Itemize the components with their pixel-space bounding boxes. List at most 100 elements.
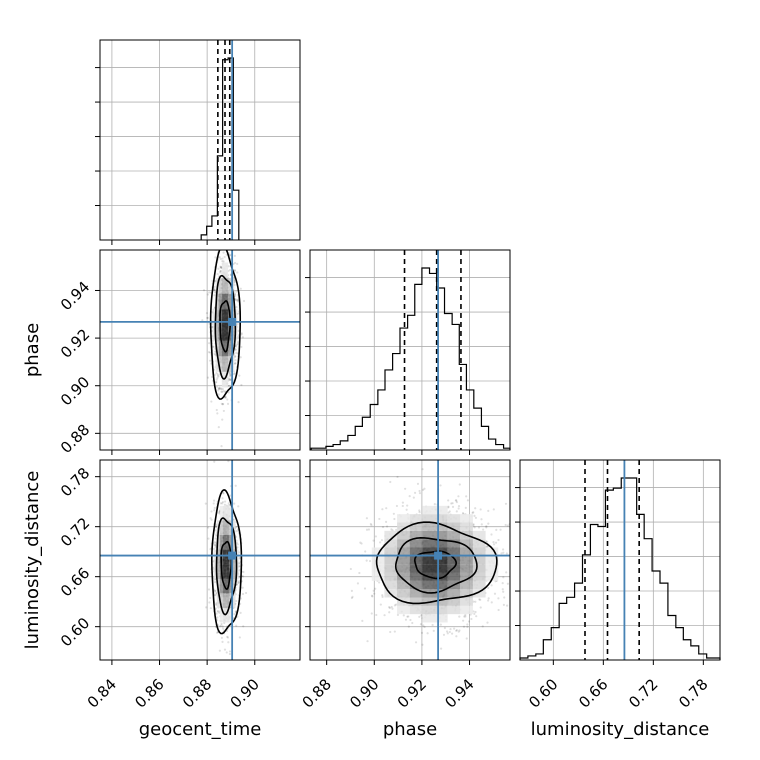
scatter-point — [237, 329, 240, 332]
density-bin — [460, 597, 473, 606]
scatter-point — [235, 306, 238, 309]
scatter-point — [421, 468, 424, 471]
scatter-point — [364, 550, 367, 553]
scatter-point — [219, 265, 222, 268]
scatter-point — [228, 372, 231, 375]
density-bin — [371, 572, 385, 581]
scatter-point — [233, 254, 236, 257]
scatter-point — [368, 559, 372, 563]
scatter-point — [449, 628, 452, 631]
density-bin — [472, 564, 486, 573]
scatter-point — [370, 612, 373, 615]
density-bin — [447, 514, 461, 523]
scatter-point — [212, 345, 215, 349]
density-bin — [215, 309, 219, 325]
scatter-point — [209, 596, 212, 600]
density-bin — [221, 262, 225, 279]
scatter-point — [381, 525, 385, 529]
scatter-point — [379, 603, 382, 606]
scatter-point — [233, 355, 237, 358]
y-axis-label-luminosity_distance: luminosity_distance — [22, 471, 43, 650]
scatter-point — [511, 549, 513, 551]
scatter-point — [455, 628, 458, 632]
scatter-point — [447, 511, 450, 514]
scatter-point — [492, 541, 495, 544]
scatter-point — [458, 629, 461, 632]
scatter-point — [473, 526, 476, 529]
scatter-point — [447, 506, 450, 509]
scatter-point — [433, 503, 436, 506]
density-bin — [371, 555, 385, 565]
scatter-point — [232, 518, 235, 521]
scatter-point — [235, 351, 238, 354]
scatter-point — [500, 552, 503, 555]
scatter-point — [432, 629, 435, 632]
scatter-point — [216, 609, 219, 613]
scatter-point — [388, 606, 391, 609]
density-bin — [422, 539, 435, 548]
density-bin — [223, 607, 227, 623]
scatter-point — [371, 595, 374, 598]
scatter-point — [206, 316, 209, 320]
scatter-point — [455, 635, 458, 638]
scatter-point — [219, 271, 222, 274]
density-bin — [460, 580, 473, 590]
density-bin — [221, 356, 225, 372]
contour-0 — [220, 540, 233, 590]
density-bin — [397, 555, 410, 565]
scatter-point — [502, 603, 505, 606]
density-bin — [221, 325, 225, 341]
scatter-point — [240, 333, 243, 336]
scatter-point — [474, 507, 477, 510]
scatter-point — [236, 262, 239, 265]
density-bin — [409, 547, 423, 556]
scatter-point — [228, 377, 231, 380]
scatter-point — [219, 257, 222, 261]
scatter-point — [411, 621, 414, 625]
scatter-point — [227, 502, 230, 505]
density-bin — [218, 293, 222, 310]
scatter-point — [457, 507, 460, 510]
scatter-point — [215, 631, 219, 634]
scatter-point — [492, 508, 495, 511]
scatter-point — [451, 502, 454, 505]
scatter-point — [221, 242, 223, 244]
scatter-point — [234, 348, 237, 351]
scatter-point — [470, 617, 473, 621]
scatter-point — [228, 378, 231, 381]
scatter-point — [350, 589, 353, 592]
scatter-point — [241, 586, 244, 589]
scatter-point — [242, 299, 246, 303]
scatter-point — [213, 506, 216, 510]
scatter-point — [414, 641, 418, 644]
scatter-point — [235, 299, 238, 302]
panel-frame-phase-luminosity_distance — [309, 459, 511, 661]
density-bin — [384, 580, 398, 590]
scatter-point — [215, 372, 218, 375]
scatter-point — [233, 372, 236, 375]
scatter-point — [213, 578, 216, 581]
density-bin — [460, 589, 473, 598]
scatter-point — [239, 356, 242, 359]
scatter-point — [495, 528, 498, 531]
scatter-point — [229, 253, 232, 256]
scatter-point — [381, 595, 384, 598]
scatter-point — [485, 545, 488, 548]
density-bin — [216, 549, 220, 565]
density-bin — [460, 514, 473, 523]
scatter-point — [227, 641, 230, 644]
grid-2-0 — [100, 460, 300, 660]
scatter-point — [229, 373, 232, 376]
scatter-point — [220, 624, 223, 627]
scatter-point — [207, 537, 210, 540]
scatter-point — [490, 533, 493, 536]
density-bin — [422, 605, 435, 615]
density-bin — [397, 564, 410, 573]
density-bin — [212, 325, 216, 341]
scatter-point — [412, 496, 415, 499]
scatter-point — [220, 402, 223, 405]
scatter-point — [396, 475, 399, 479]
density-bin — [218, 278, 222, 294]
scatter-point — [237, 581, 240, 584]
scatter-point — [388, 606, 391, 610]
